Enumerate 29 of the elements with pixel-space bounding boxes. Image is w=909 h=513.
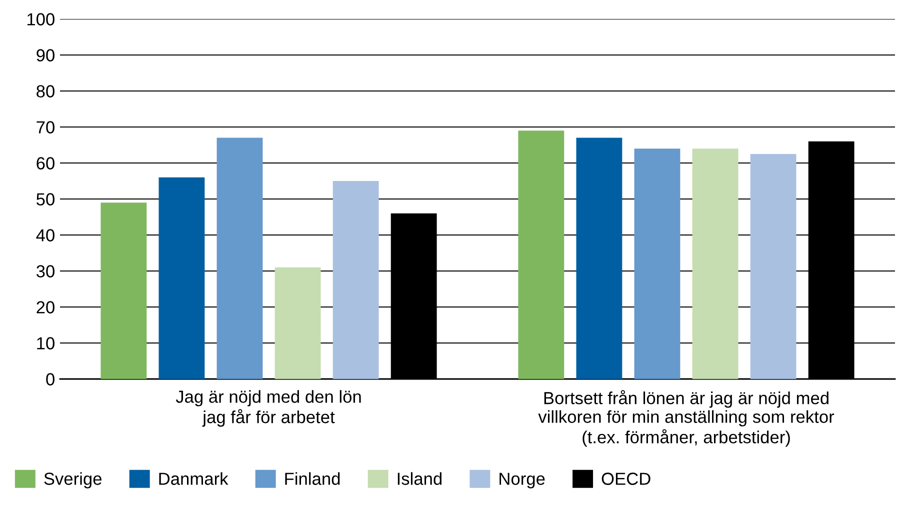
y-tick-label: 80 (36, 85, 54, 98)
legend-label: Finland (285, 472, 340, 485)
bar (634, 148, 680, 379)
y-tick-label: 0 (46, 373, 54, 386)
legend-label: Sverige (44, 472, 102, 488)
bar (274, 267, 321, 379)
y-tick-label: 30 (36, 265, 54, 278)
y-tick-label: 40 (36, 229, 54, 242)
x-tick-label: Bortsett från lönen är jag är nöjd med villkoren för min anställning som rektor (t.ex. förmåner, arbetstider) (538, 390, 834, 447)
legend-label: Norge (500, 472, 545, 488)
bar (158, 177, 205, 379)
y-tick-label: 100 (28, 13, 54, 26)
y-tick-label: 60 (36, 157, 54, 170)
legend-label: Danmark (159, 472, 228, 485)
bar (518, 130, 564, 379)
bar (216, 138, 263, 379)
y-tick-label: 90 (36, 49, 54, 62)
bar (750, 154, 796, 379)
legend-label: Island (398, 472, 442, 485)
y-tick-label: 20 (36, 301, 54, 314)
x-tick-label: Jag är nöjd med den lön jag får för arbetet (176, 390, 361, 427)
bar (332, 181, 379, 379)
bar (100, 202, 147, 379)
y-tick-label: 50 (36, 193, 54, 206)
bar (576, 138, 622, 379)
y-tick-label: 10 (37, 337, 54, 350)
y-tick-label: 70 (36, 121, 54, 134)
legend-label: OECD (602, 472, 650, 485)
bar (692, 148, 738, 379)
